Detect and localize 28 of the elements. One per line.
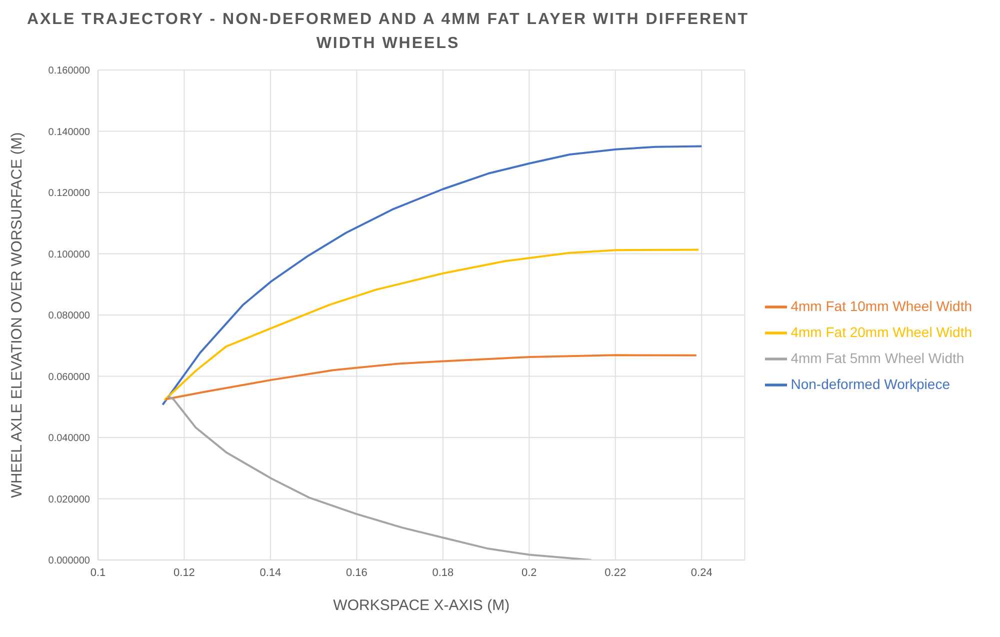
x-axis-title: WORKSPACE X-AXIS (M): [333, 597, 510, 614]
legend-label: 4mm Fat 20mm Wheel Width: [790, 324, 972, 340]
y-tick-label: 0.140000: [48, 126, 90, 138]
line-series: [166, 395, 592, 560]
y-tick-label: 0.000000: [48, 556, 90, 567]
y-tick-label: 0.120000: [48, 188, 90, 200]
y-tick-label: 0.040000: [48, 433, 90, 444]
legend-label: 4mm Fat 5mm Wheel Width: [790, 350, 964, 366]
x-tick-label: 0.12: [174, 566, 195, 579]
x-tick-label: 0.16: [346, 566, 368, 579]
line-series: [162, 145, 703, 406]
x-tick-label: 0.24: [690, 566, 712, 579]
x-tick-label: 0.14: [260, 566, 282, 579]
x-tick-label: 0.1: [90, 566, 106, 579]
chart-title: AXLE TRAJECTORY - NON-DEFORMED AND A 4MM FAT LAYER WITH DIFFERENT WIDTH WHEELS: [26, 10, 750, 54]
line-series: [163, 248, 700, 402]
line-series: [164, 354, 698, 400]
y-tick-label: 0.080000: [48, 310, 90, 322]
y-tick-label: 0.060000: [48, 372, 90, 383]
x-tick-label: 0.18: [432, 566, 454, 579]
legend-label: Non-deformed Workpiece: [790, 376, 950, 392]
y-tick-label: 0.160000: [48, 66, 90, 77]
y-tick-label: 0.100000: [48, 249, 90, 260]
x-tick-label: 0.22: [604, 566, 626, 579]
y-axis-title: WHEEL AXLE ELEVATION OVER WORSURFACE (M): [8, 132, 26, 498]
y-tick-label: 0.020000: [48, 494, 90, 506]
legend-label: 4mm Fat 10mm Wheel Width: [790, 298, 972, 314]
x-tick-label: 0.2: [522, 566, 537, 579]
